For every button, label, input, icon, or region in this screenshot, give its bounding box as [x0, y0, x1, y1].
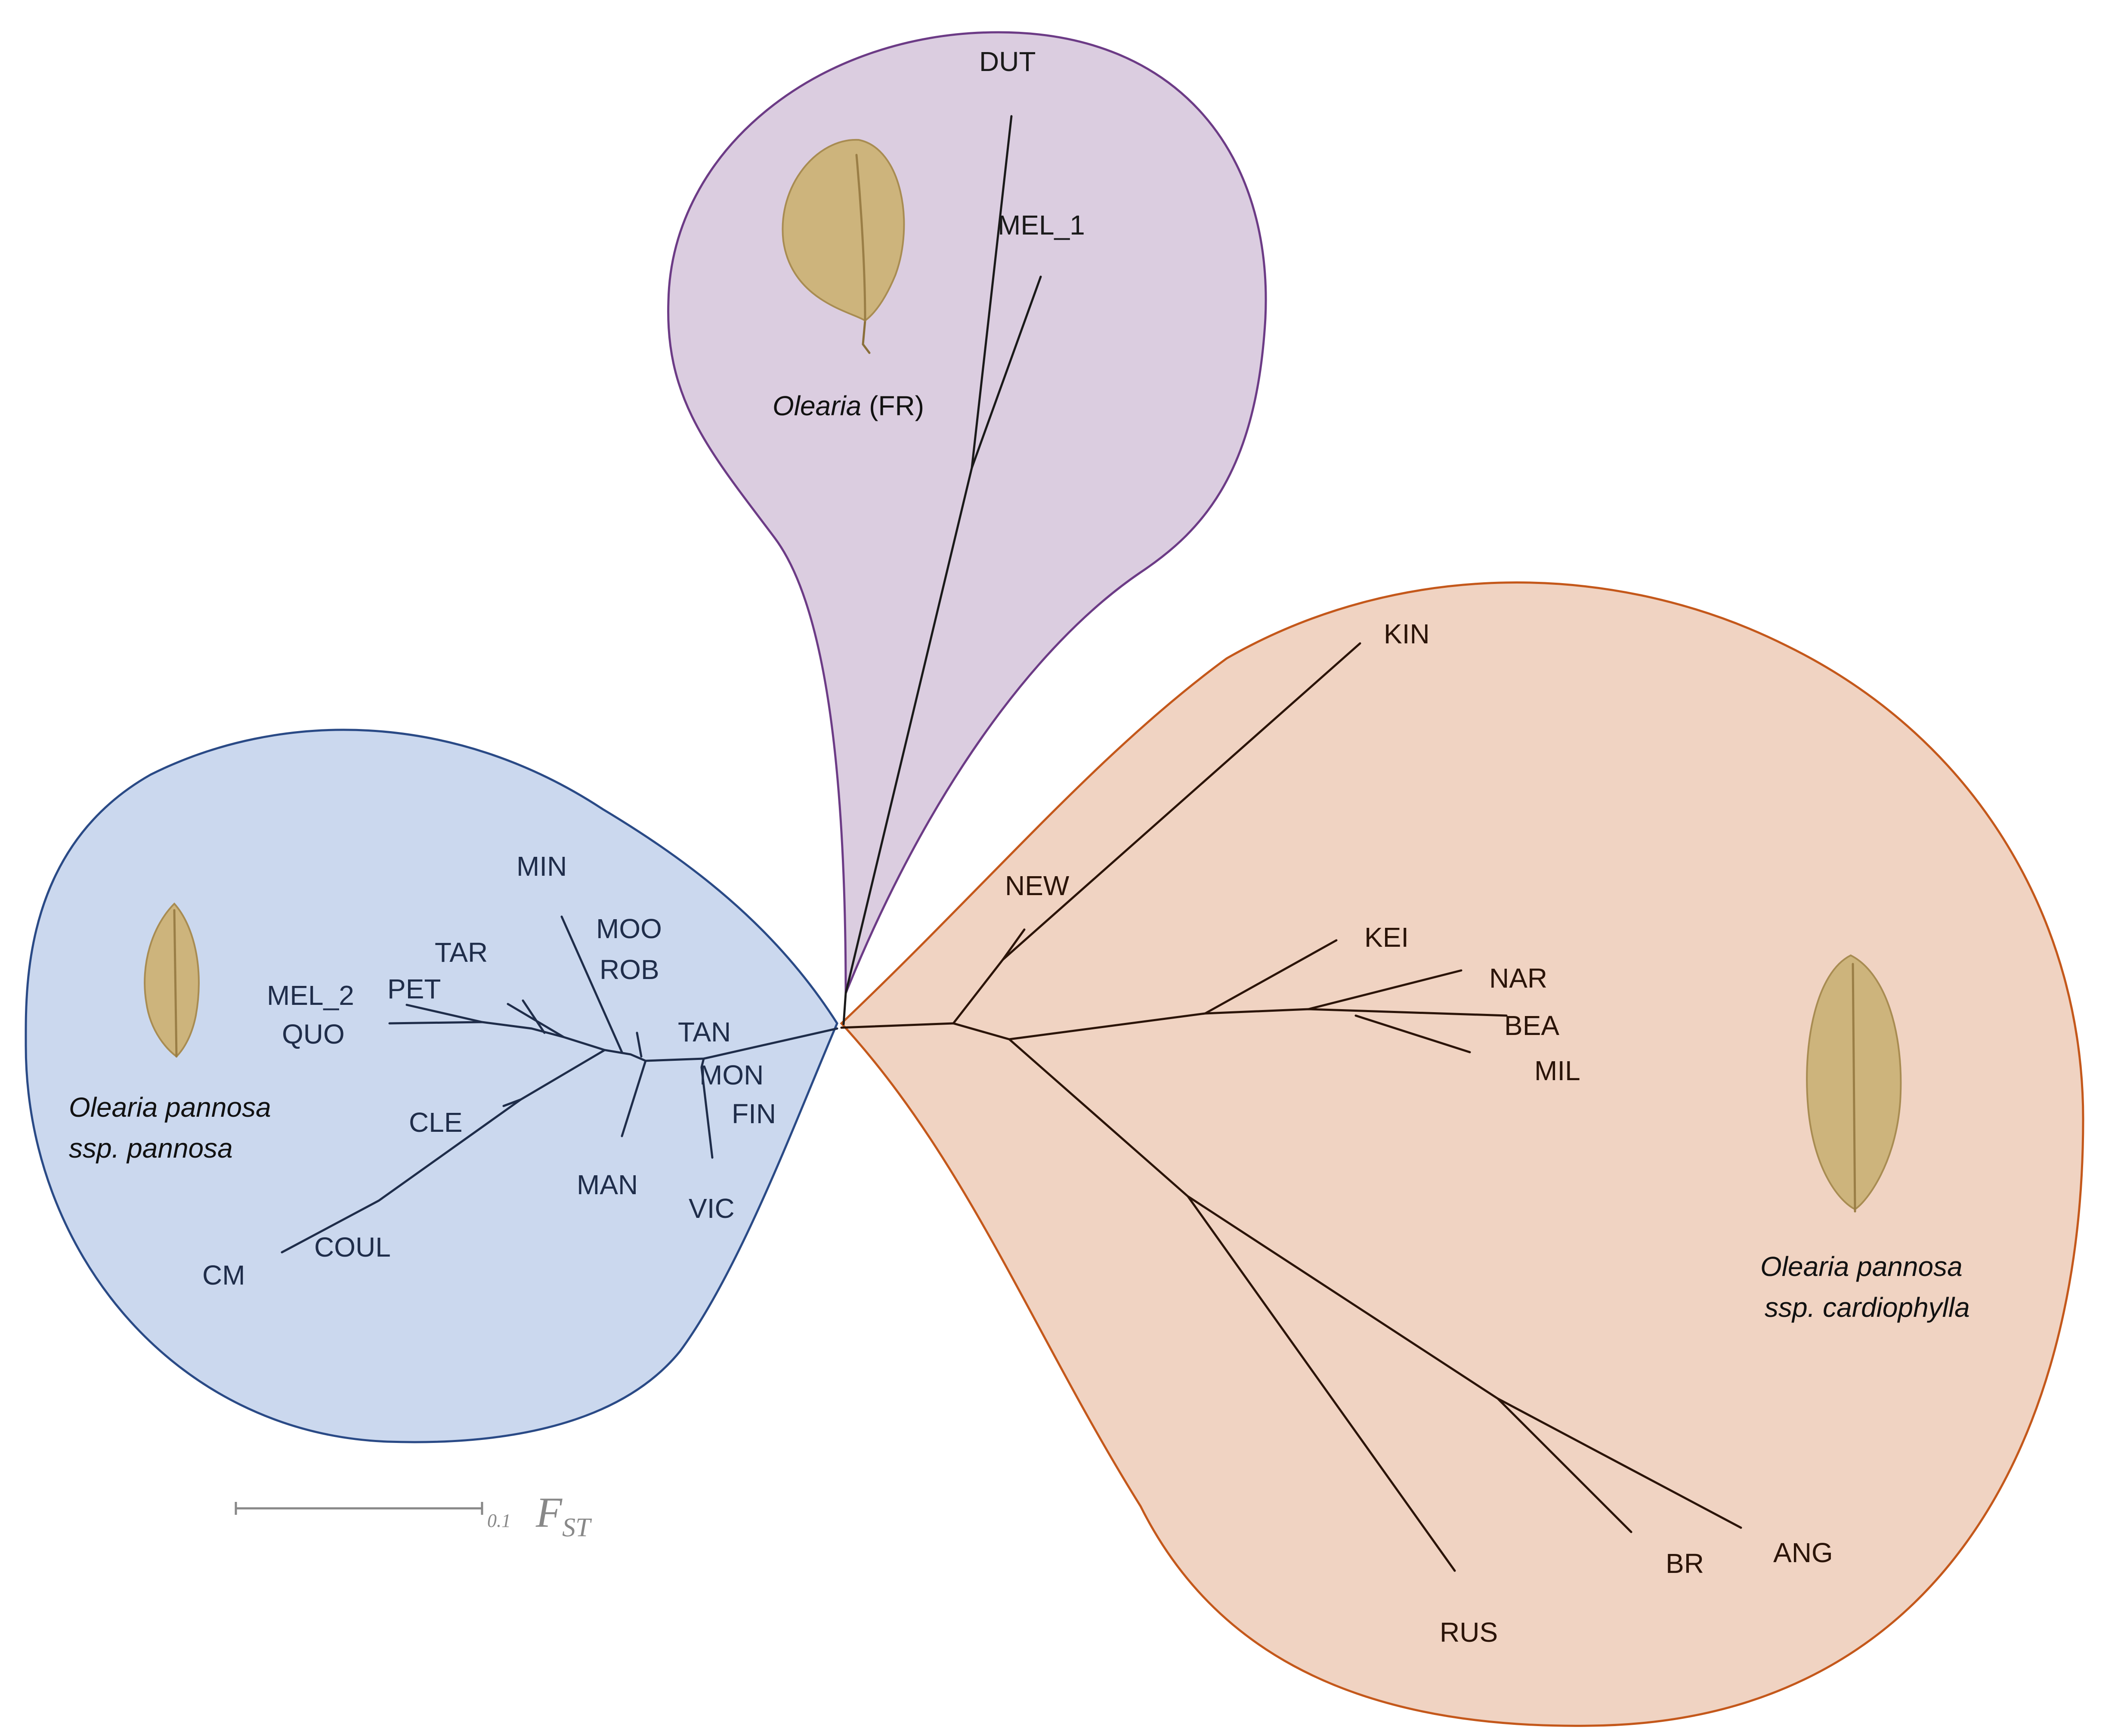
label-bea: BEA: [1504, 1010, 1559, 1041]
leaf-icon: [1806, 954, 1902, 1213]
label-rus: RUS: [1440, 1617, 1498, 1648]
taxon-fr-genus: Olearia: [773, 390, 861, 421]
label-cm: CM: [202, 1260, 245, 1291]
branches-fr: [842, 115, 1042, 1026]
label-cle: CLE: [409, 1107, 463, 1138]
label-pet: PET: [387, 973, 441, 1004]
taxon-cardiophylla-line1: Olearia pannosa: [1760, 1251, 1963, 1282]
label-dut: DUT: [979, 46, 1036, 77]
label-coul: COUL: [314, 1232, 391, 1263]
taxon-pannosa-line1: Olearia pannosa: [69, 1092, 271, 1123]
label-vic: VIC: [689, 1193, 735, 1224]
scale-bar: 0.1 FST: [235, 1489, 592, 1542]
label-tar: TAR: [435, 937, 488, 968]
label-man: MAN: [577, 1169, 638, 1200]
label-ang: ANG: [1773, 1537, 1833, 1568]
label-moo: MOO: [596, 913, 662, 944]
branches-cardio: [840, 642, 1742, 1572]
label-mon: MON: [699, 1060, 764, 1090]
clade-cardiophylla-region: [840, 581, 2084, 1727]
leaf-icon: [144, 902, 200, 1058]
scale-bar-symbol: F: [535, 1489, 563, 1536]
taxon-fr-suffix: (FR): [861, 390, 924, 421]
label-mil: MIL: [1534, 1055, 1580, 1086]
label-fin: FIN: [732, 1098, 776, 1129]
label-new: NEW: [1005, 870, 1070, 901]
scale-bar-unit: FST: [535, 1489, 592, 1542]
label-br: BR: [1666, 1548, 1704, 1579]
label-tan: TAN: [678, 1016, 731, 1047]
label-mel-2: MEL_2: [267, 980, 354, 1011]
leaf-icon: [782, 139, 905, 354]
label-quo: QUO: [282, 1019, 345, 1050]
branches-pannosa: [281, 915, 838, 1254]
scale-bar-value: 0.1: [487, 1510, 511, 1531]
label-min: MIN: [516, 851, 567, 882]
taxon-pannosa-line2: ssp. pannosa: [69, 1133, 233, 1164]
label-mel-1: MEL_1: [998, 210, 1085, 241]
scale-bar-subscript: ST: [562, 1513, 592, 1542]
taxon-cardiophylla-line2: ssp. cardiophylla: [1765, 1292, 1970, 1323]
taxon-fr: Olearia (FR): [773, 390, 924, 421]
label-nar: NAR: [1489, 963, 1547, 994]
clade-pannosa-region: [25, 729, 838, 1443]
label-rob: ROB: [600, 954, 659, 985]
label-kei: KEI: [1364, 922, 1409, 953]
label-kin: KIN: [1384, 618, 1430, 649]
